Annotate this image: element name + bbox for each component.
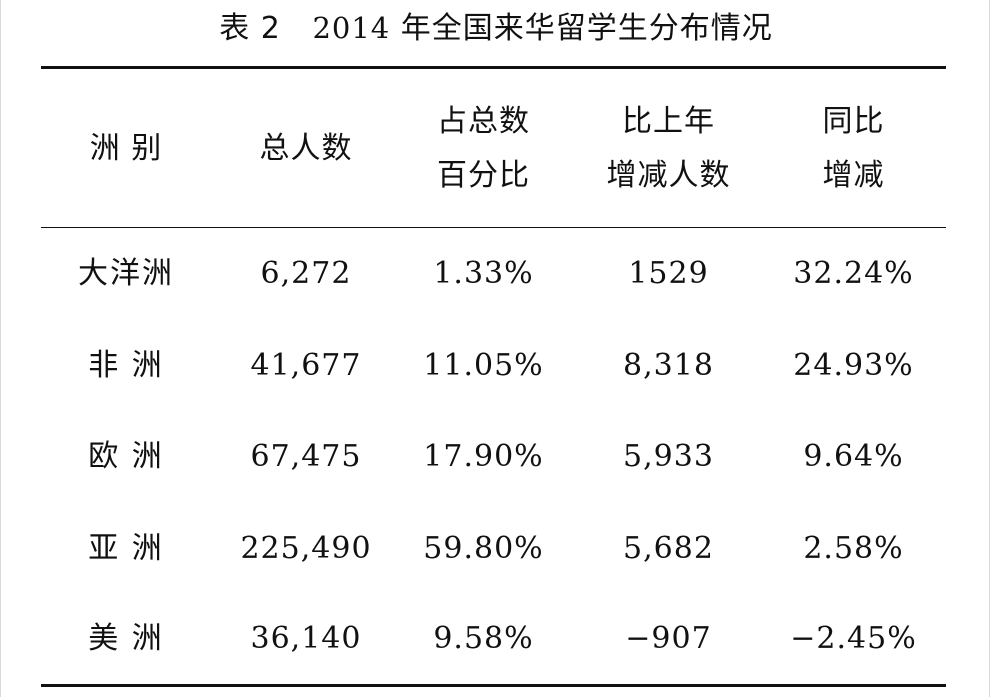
table-header-rule <box>41 227 946 228</box>
cell-total-europe: 67,475 <box>250 439 362 474</box>
table-bottom-rule <box>41 684 946 687</box>
cell-continent-america: 美 洲 <box>88 621 164 656</box>
cell-change-count-asia: 5,682 <box>623 531 714 566</box>
cell-total-africa: 41,677 <box>250 348 362 383</box>
header-change-rate-line-1: 同比 <box>822 104 885 139</box>
cell-change-rate-asia: 2.58% <box>803 531 904 566</box>
table-title-text: 年全国来华留学生分布情况 <box>400 11 773 46</box>
cell-change-count-oceania: 1529 <box>628 256 709 291</box>
header-change-rate: 同比 增减 <box>771 95 936 203</box>
cell-change-rate-europe: 9.64% <box>803 439 904 474</box>
cell-percentage-america: 9.58% <box>433 621 534 656</box>
header-percentage-line-2: 百分比 <box>437 158 530 193</box>
cell-percentage-oceania: 1.33% <box>433 256 534 291</box>
header-change-count-line-2: 增减人数 <box>606 158 731 193</box>
cell-change-count-america: −907 <box>625 621 712 656</box>
table-title-year: 2014 <box>312 11 391 45</box>
cell-change-rate-oceania: 32.24% <box>793 256 914 291</box>
table-title-prefix: 表 2 <box>219 11 281 46</box>
cell-change-rate-america: −2.45% <box>790 621 917 656</box>
cell-change-rate-africa: 24.93% <box>793 348 914 383</box>
header-change-count-line-1: 比上年 <box>622 104 715 139</box>
table-title: 表 2 2014 年全国来华留学生分布情况 <box>1 8 990 49</box>
cell-continent-europe: 欧 洲 <box>88 439 164 474</box>
header-percentage-line-1: 占总数 <box>437 104 530 139</box>
cell-total-oceania: 6,272 <box>260 256 352 291</box>
cell-continent-africa: 非 洲 <box>88 348 164 383</box>
cell-percentage-asia: 59.80% <box>423 531 544 566</box>
cell-continent-asia: 亚 洲 <box>88 531 164 566</box>
cell-change-count-africa: 8,318 <box>623 348 714 383</box>
cell-change-count-europe: 5,933 <box>623 439 714 474</box>
header-continent: 洲 别 <box>89 131 163 166</box>
cell-total-america: 36,140 <box>250 621 362 656</box>
header-change-rate-line-2: 增减 <box>822 158 885 193</box>
table-top-rule <box>41 66 946 69</box>
header-change-count: 比上年 增减人数 <box>566 95 771 203</box>
cell-total-asia: 225,490 <box>240 531 372 566</box>
header-total: 总人数 <box>259 131 353 166</box>
header-percentage: 占总数 百分比 <box>401 95 566 203</box>
cell-percentage-europe: 17.90% <box>423 439 544 474</box>
cell-percentage-africa: 11.05% <box>423 348 544 383</box>
cell-continent-oceania: 大洋洲 <box>78 256 174 291</box>
